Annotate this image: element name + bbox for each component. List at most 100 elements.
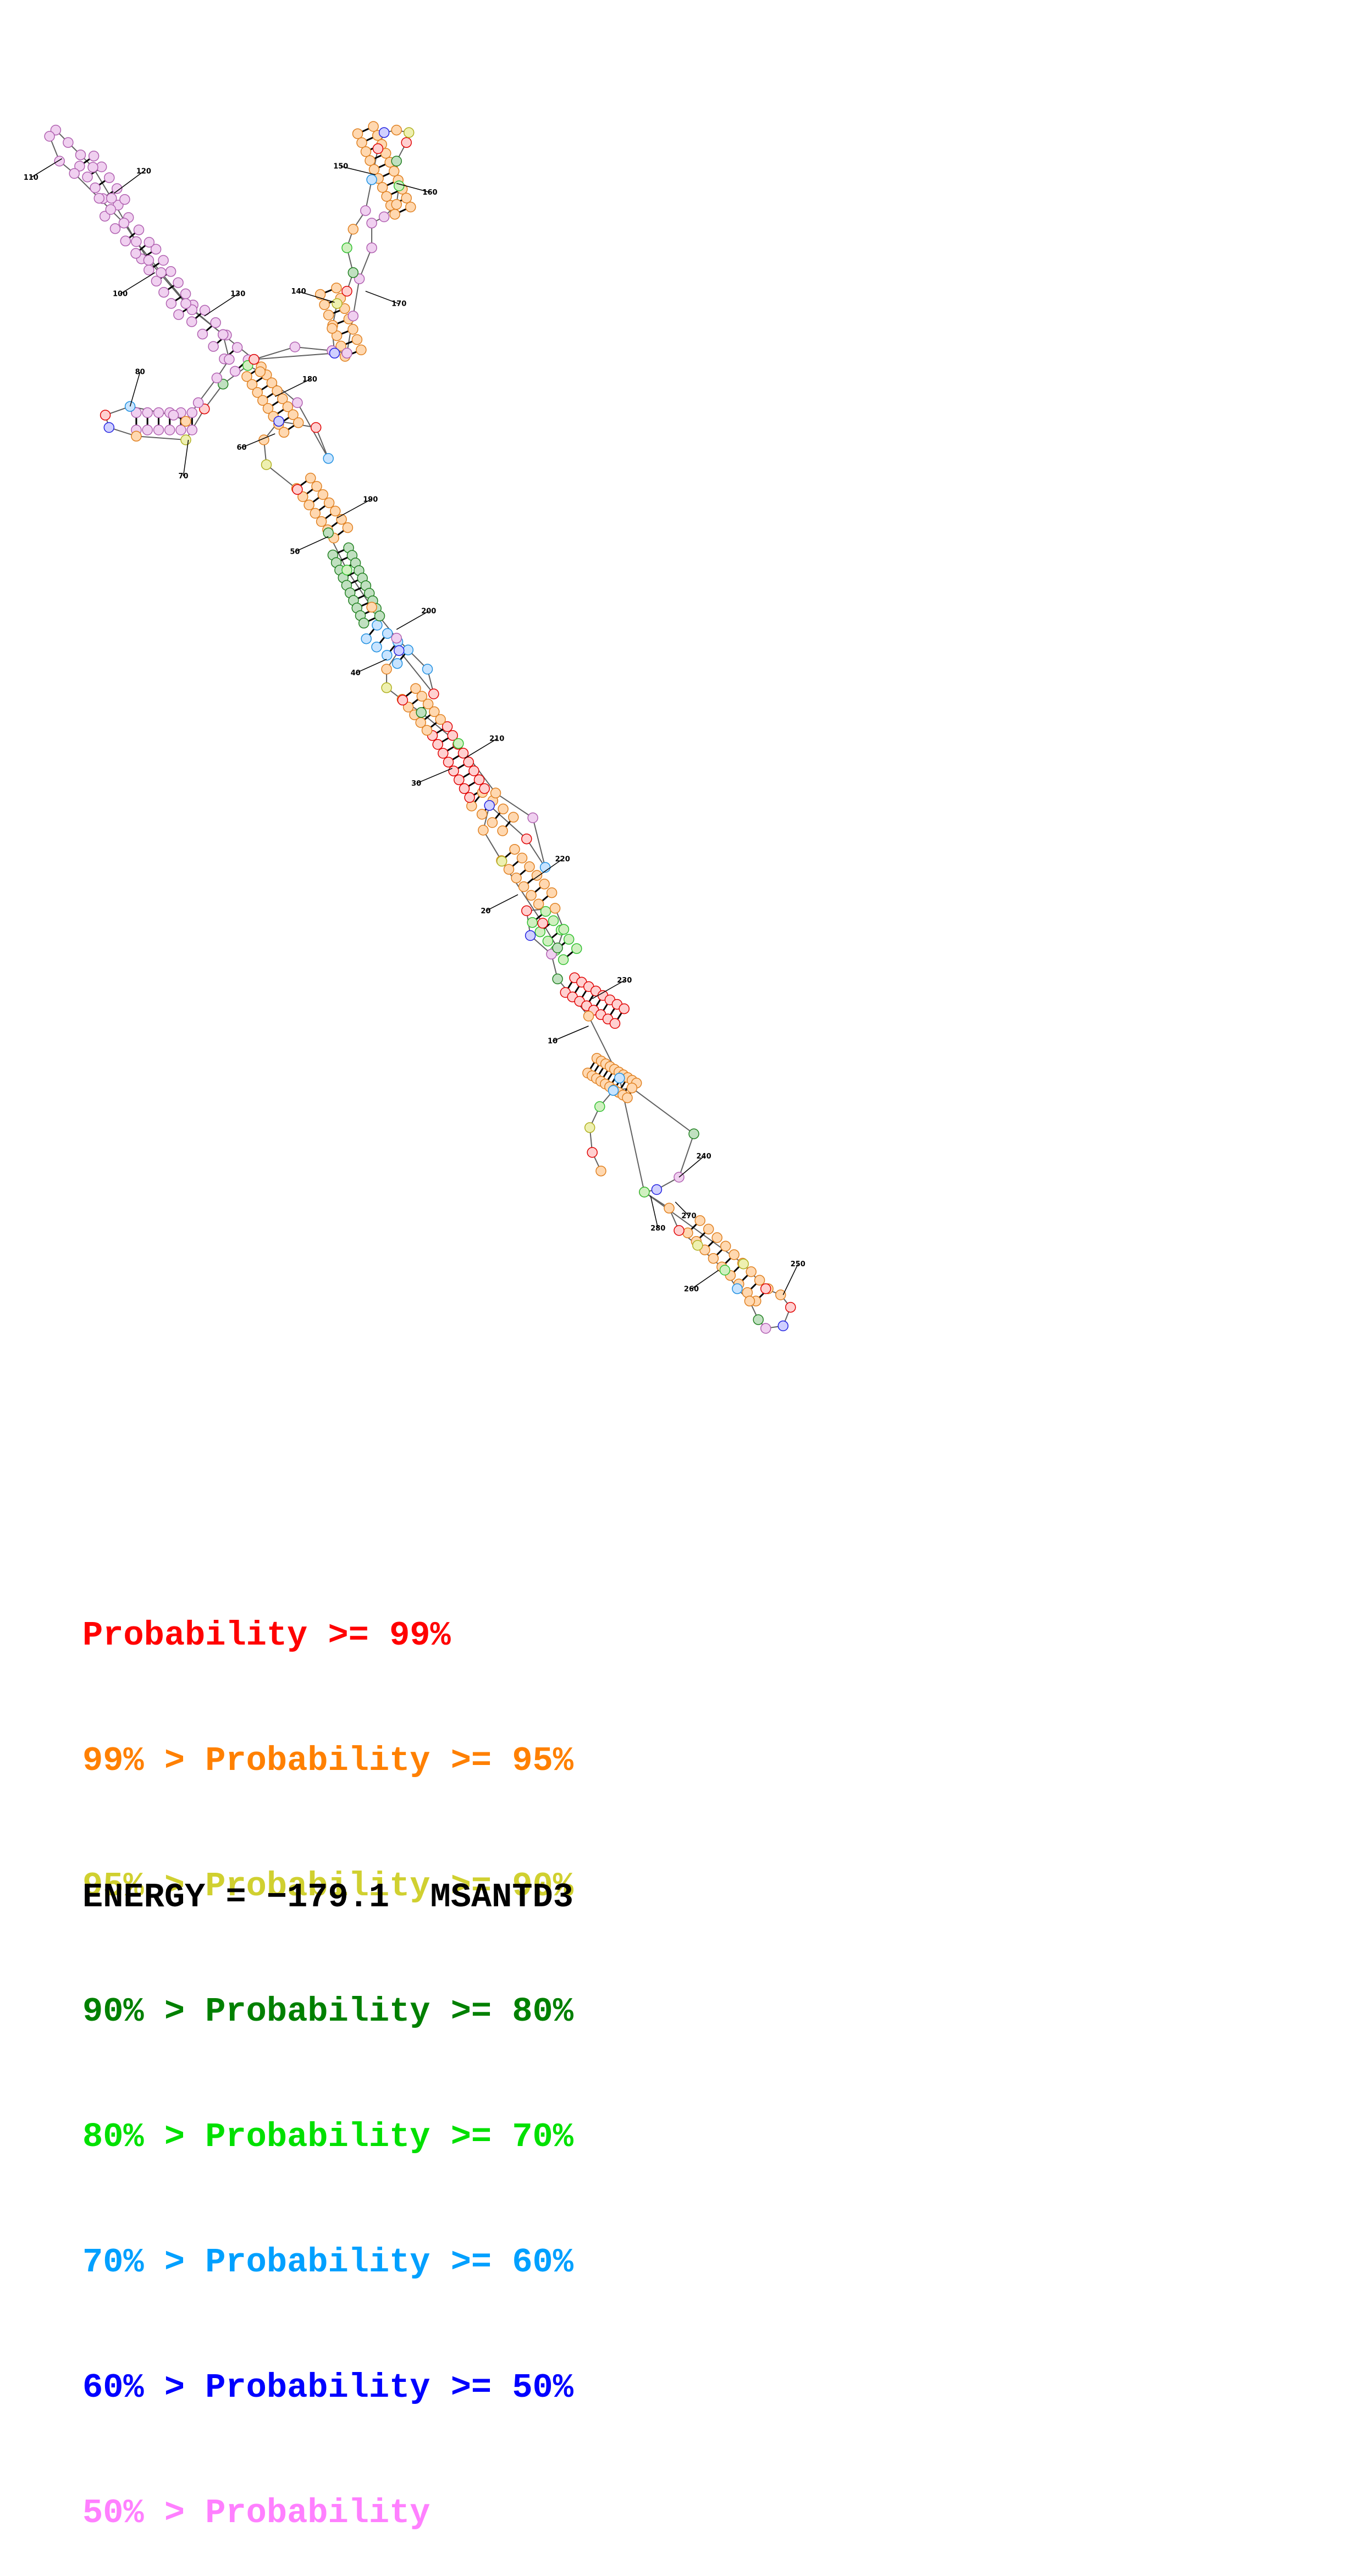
position-label-20: 20 bbox=[481, 907, 490, 915]
loop-nucleotide-49 bbox=[391, 632, 402, 644]
nucleotide-19 bbox=[622, 1092, 633, 1104]
label-leader-100 bbox=[120, 272, 156, 295]
loop-nucleotide-13 bbox=[719, 1265, 731, 1276]
nucleotide-49 bbox=[503, 864, 515, 875]
loop-nucleotide-84 bbox=[54, 156, 65, 167]
loop-nucleotide-31 bbox=[558, 924, 570, 935]
nucleotide-93 bbox=[361, 633, 372, 644]
position-label-240: 240 bbox=[697, 1152, 711, 1161]
nucleotide-57 bbox=[533, 898, 544, 909]
loop-nucleotide-89 bbox=[180, 298, 191, 309]
position-label-50: 50 bbox=[290, 548, 300, 556]
loop-nucleotide-2 bbox=[584, 1122, 595, 1133]
loop-nucleotide-92 bbox=[289, 341, 301, 352]
nucleotide-41 bbox=[542, 935, 554, 947]
loop-nucleotide-50 bbox=[366, 602, 377, 613]
legend-row-0: Probability >= 99% bbox=[82, 1615, 573, 1657]
label-leader-130 bbox=[204, 293, 239, 317]
nucleotide-243 bbox=[708, 1253, 719, 1264]
legend-row-2-text: Probability >= 90% bbox=[205, 1867, 573, 1906]
loop-nucleotide-42 bbox=[416, 707, 427, 718]
nucleotide-139 bbox=[252, 387, 263, 398]
loop-nucleotide-73 bbox=[224, 354, 235, 365]
legend-row-7-prefix: 50% > bbox=[82, 2494, 206, 2533]
loop-nucleotide-95 bbox=[347, 310, 359, 322]
loop-nucleotide-110 bbox=[347, 224, 359, 235]
label-leader-250 bbox=[782, 1264, 798, 1295]
loop-nucleotide-39 bbox=[527, 812, 538, 824]
nucleotide-123 bbox=[297, 491, 308, 503]
loop-nucleotide-58 bbox=[323, 453, 334, 464]
nucleotide-236 bbox=[694, 1215, 705, 1226]
nucleotide-34 bbox=[619, 1003, 630, 1014]
nucleotide-196 bbox=[158, 255, 169, 266]
nucleotide-90 bbox=[435, 714, 446, 725]
energy-label: ENERGY = bbox=[82, 1878, 267, 1917]
nucleotide-180 bbox=[401, 192, 412, 203]
nucleotide-177 bbox=[377, 182, 388, 193]
nucleotide-198 bbox=[165, 266, 176, 277]
legend-row-3: 90% > Probability >= 80% bbox=[82, 1991, 573, 2033]
nucleotide-127 bbox=[310, 508, 321, 519]
position-label-280: 280 bbox=[650, 1224, 665, 1233]
nucleotide-238 bbox=[703, 1223, 714, 1235]
position-label-60: 60 bbox=[236, 444, 246, 452]
loop-nucleotide-59 bbox=[292, 397, 303, 409]
loop-nucleotide-71 bbox=[192, 397, 204, 409]
nucleotide-231 bbox=[164, 424, 175, 435]
loop-nucleotide-109 bbox=[360, 205, 371, 216]
nucleotide-160 bbox=[351, 334, 363, 345]
backbone-path bbox=[48, 129, 791, 1329]
loop-nucleotide-100 bbox=[391, 199, 402, 210]
legend-row-6: 60% > Probability >= 50% bbox=[82, 2367, 573, 2409]
nucleotide-99 bbox=[391, 658, 403, 669]
position-label-150: 150 bbox=[333, 163, 348, 171]
nucleotide-144 bbox=[282, 401, 294, 412]
loop-nucleotide-54 bbox=[261, 459, 272, 470]
nucleotide-165 bbox=[352, 128, 363, 139]
legend-row-6-prefix: 60% > bbox=[82, 2368, 206, 2407]
nucleotide-242 bbox=[720, 1240, 731, 1252]
position-label-80: 80 bbox=[135, 368, 145, 377]
loop-nucleotide-10 bbox=[664, 1202, 675, 1214]
loop-nucleotide-83 bbox=[44, 131, 55, 142]
nucleotide-149 bbox=[278, 427, 290, 438]
nucleotide-250 bbox=[754, 1275, 765, 1286]
label-leader-230 bbox=[592, 980, 625, 1000]
nucleotide-146 bbox=[288, 409, 299, 421]
nucleotide-158 bbox=[347, 324, 358, 335]
loop-nucleotide-86 bbox=[93, 192, 105, 204]
loop-nucleotide-43 bbox=[397, 694, 409, 706]
loop-nucleotide-33 bbox=[537, 918, 548, 929]
nucleotide-118 bbox=[374, 610, 385, 622]
nucleotide-81 bbox=[464, 792, 475, 803]
nucleotide-203 bbox=[165, 298, 177, 309]
nucleotide-228 bbox=[153, 407, 164, 418]
nucleotide-132 bbox=[342, 522, 354, 533]
nucleotide-135 bbox=[241, 371, 252, 382]
label-leader-30 bbox=[416, 768, 453, 784]
loop-nucleotide-99 bbox=[378, 211, 390, 223]
loop-nucleotide-103 bbox=[401, 137, 412, 148]
loop-nucleotide-29 bbox=[521, 905, 532, 917]
nucleotide-51 bbox=[511, 873, 522, 884]
nucleotide-201 bbox=[158, 286, 169, 298]
loop-nucleotide-46 bbox=[393, 645, 405, 656]
nucleotide-137 bbox=[246, 379, 258, 390]
probability-legend: Probability >= 99% 99% > Probability >= … bbox=[82, 1531, 573, 2576]
label-leader-180 bbox=[274, 379, 310, 397]
position-label-10: 10 bbox=[548, 1038, 558, 1046]
loop-nucleotide-3 bbox=[594, 1101, 605, 1112]
position-label-100: 100 bbox=[113, 290, 128, 299]
loop-nucleotide-37 bbox=[521, 833, 532, 845]
loop-nucleotide-66 bbox=[103, 422, 115, 433]
nucleotide-217 bbox=[82, 172, 93, 183]
position-label-140: 140 bbox=[291, 288, 306, 296]
nucleotide-94 bbox=[382, 628, 393, 639]
nucleotide-220 bbox=[112, 183, 123, 194]
label-leader-50 bbox=[295, 536, 329, 553]
energy-line: ENERGY = −179.1 MSANTD3 bbox=[82, 1878, 573, 1917]
label-leader-70 bbox=[183, 439, 189, 477]
loop-nucleotide-15 bbox=[744, 1295, 755, 1307]
nucleotide-174 bbox=[388, 166, 400, 177]
